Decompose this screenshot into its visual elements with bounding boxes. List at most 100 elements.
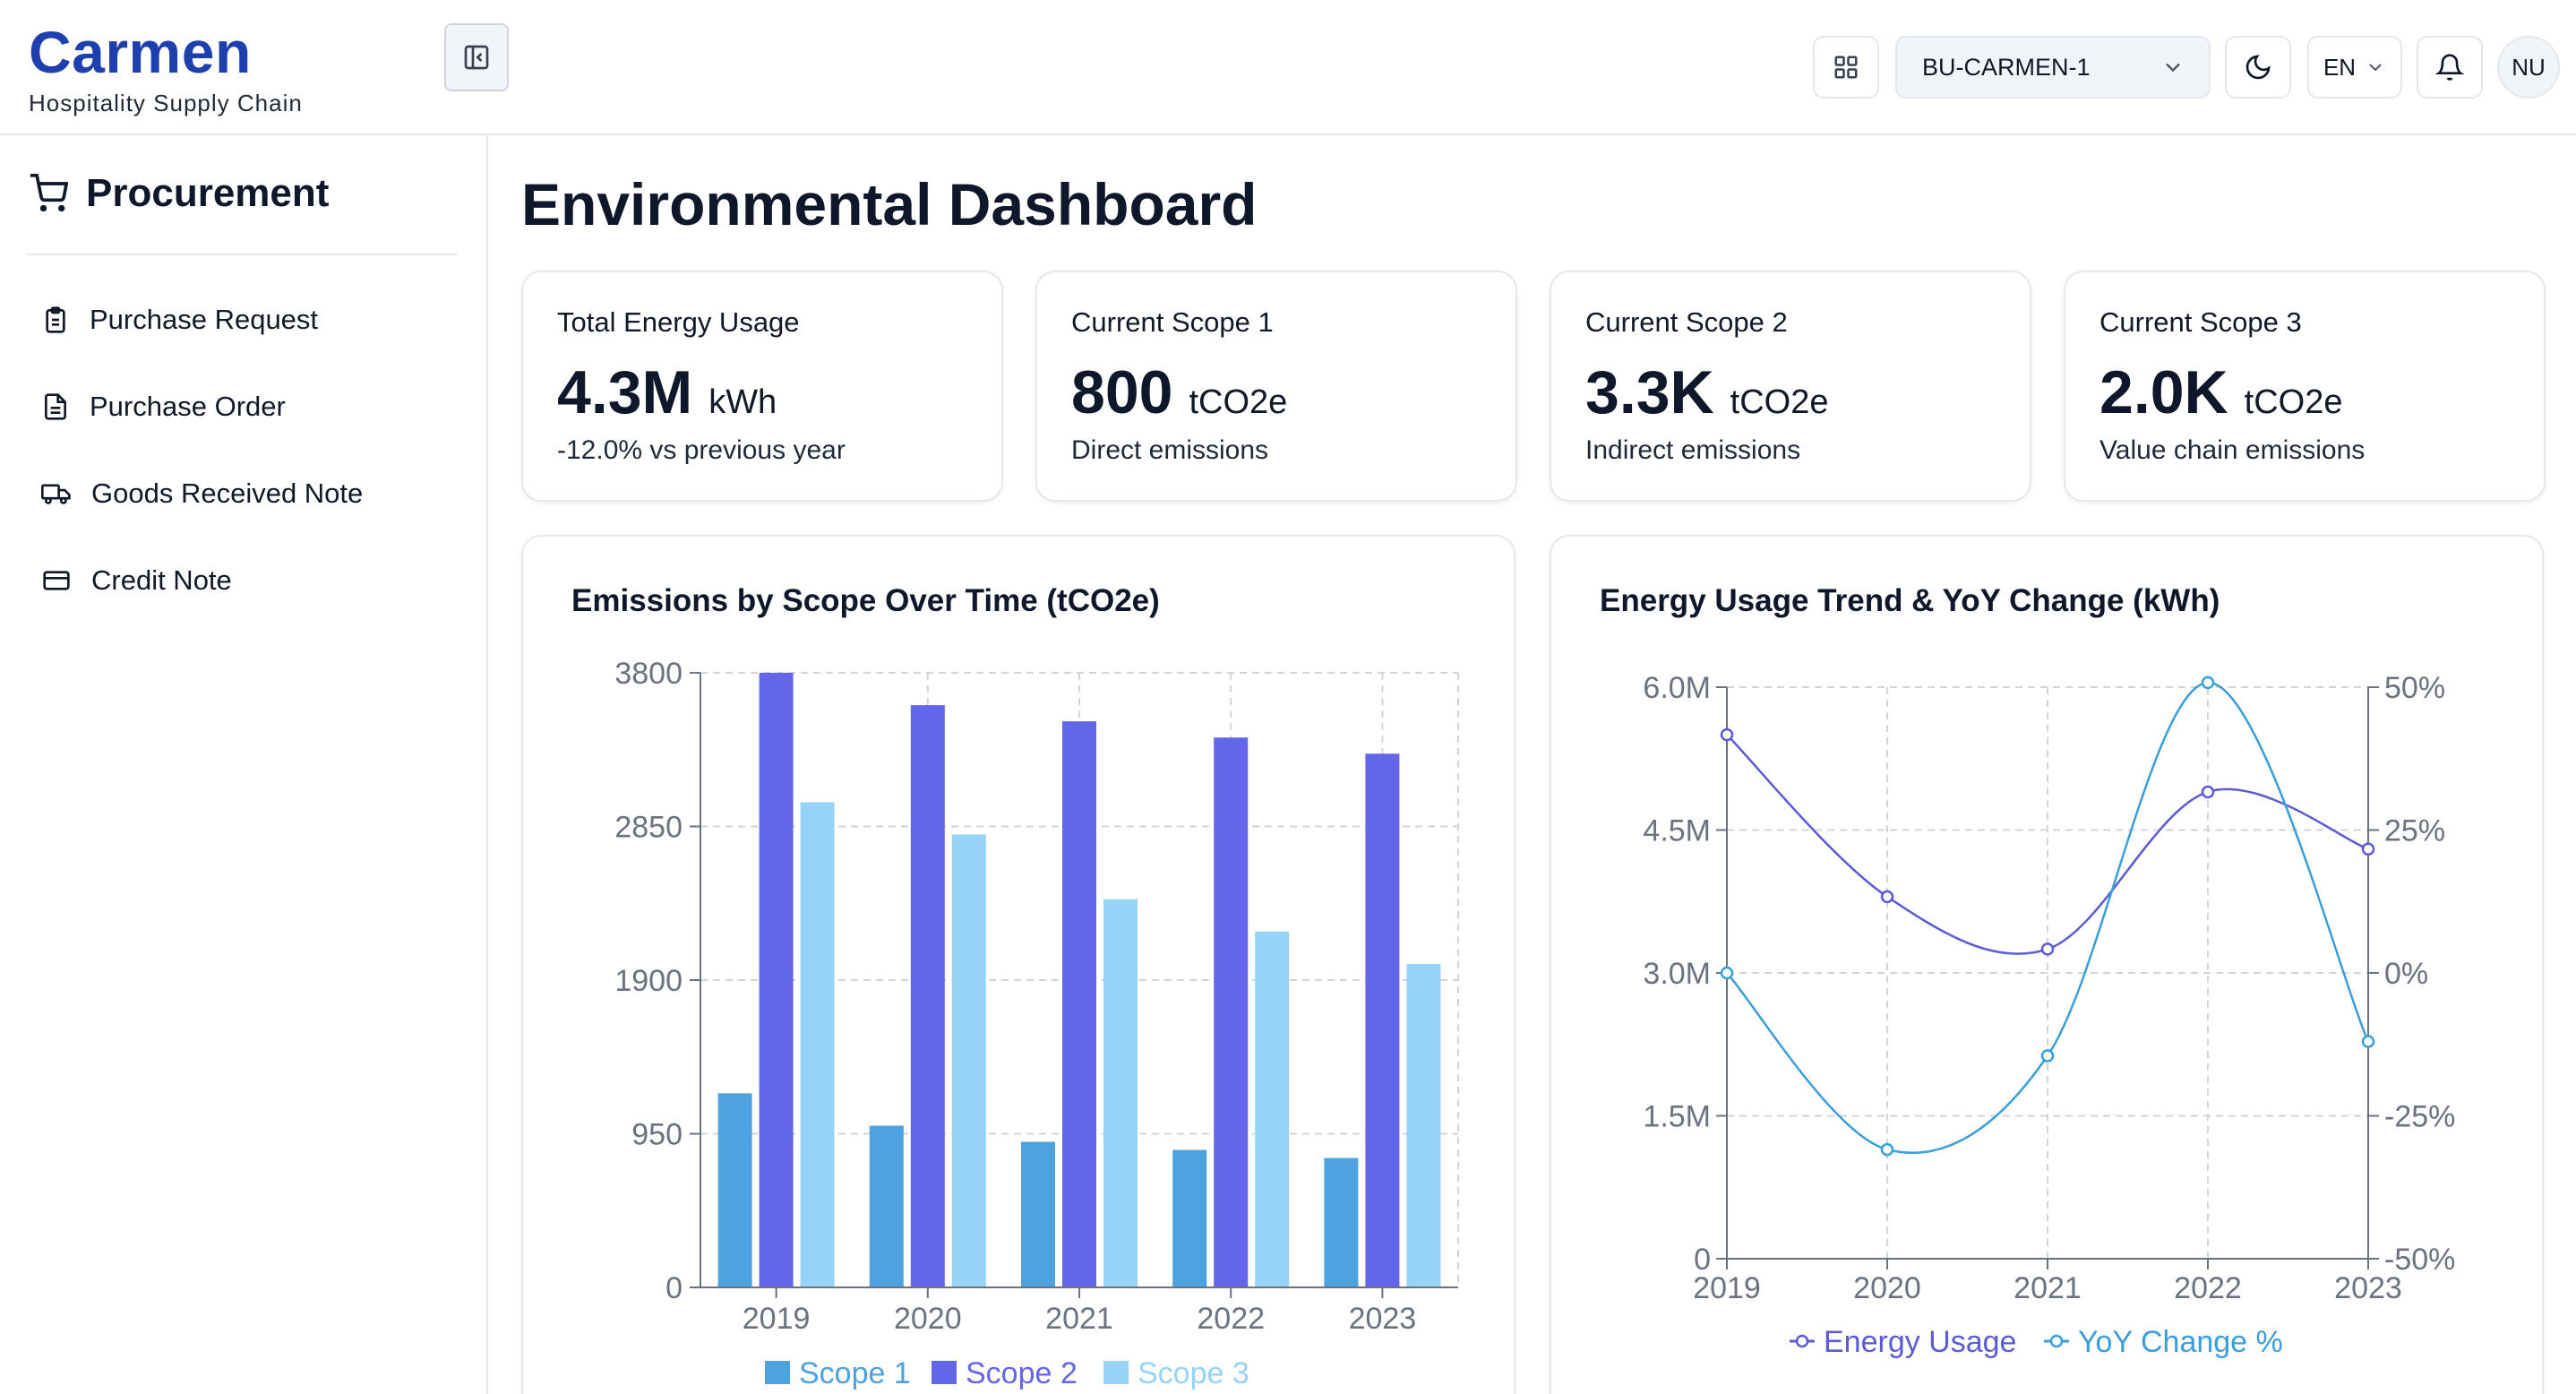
legend-item-scope-3[interactable]: Scope 3: [1103, 1356, 1249, 1390]
legend-item-scope-1[interactable]: Scope 1: [765, 1356, 911, 1390]
sidebar-item-goods-received-note[interactable]: Goods Received Note: [41, 478, 363, 510]
bar-scope-3-2019[interactable]: [800, 802, 835, 1287]
y-right-tick-label: 25%: [2384, 814, 2445, 848]
y-right-tick-label: 50%: [2384, 671, 2445, 705]
y-right-tick-label: 0%: [2384, 957, 2428, 991]
stat-value: 3.3K: [1585, 358, 1714, 426]
energy-line-chart: 0 1.5M 3.0M 4.5M 6.0M -50% -25% 0% 25% 50% 2019 202…: [1643, 671, 2455, 1359]
x-tick-label: 2019: [743, 1302, 811, 1336]
stat-label: Current Scope 2: [1585, 306, 1788, 338]
point-yoy-change-2022[interactable]: [2201, 675, 2215, 690]
bell-icon: [2435, 54, 2464, 81]
legend-label: Scope 3: [1138, 1356, 1249, 1390]
y-left-tick-label: 1.5M: [1643, 1100, 1711, 1134]
point-energy-usage-2022[interactable]: [2201, 785, 2215, 799]
legend-marker: [1795, 1334, 1809, 1348]
sidebar-item-label: Credit Note: [91, 564, 232, 596]
truck-icon: [41, 484, 71, 504]
legend-swatch: [932, 1361, 957, 1384]
y-tick-label: 0: [665, 1271, 683, 1305]
sidebar-item-purchase-request[interactable]: Purchase Request: [41, 304, 318, 336]
avatar-initials: NU: [2512, 53, 2546, 81]
legend-item-scope-2[interactable]: Scope 2: [932, 1356, 1078, 1390]
legend-item-energy-usage[interactable]: Energy Usage: [1790, 1325, 2016, 1359]
stat-description: Value chain emissions: [2099, 435, 2366, 465]
bar-scope-1-2023[interactable]: [1324, 1157, 1359, 1287]
point-energy-usage-2023[interactable]: [2361, 842, 2375, 856]
stat-label: Current Scope 3: [2099, 306, 2302, 338]
credit-card-icon: [43, 571, 70, 590]
stat-value: 2.0K: [2099, 358, 2228, 426]
stat-value: 4.3M: [557, 358, 693, 426]
brand[interactable]: Carmen Hospitality Supply Chain: [29, 20, 303, 117]
y-left-tick-label: 3.0M: [1643, 957, 1711, 991]
bar-scope-2-2019[interactable]: [759, 673, 794, 1287]
x-tick-label: 2022: [1197, 1302, 1265, 1336]
point-yoy-change-2019[interactable]: [1720, 966, 1734, 980]
bar-scope-2-2021[interactable]: [1062, 721, 1096, 1287]
point-energy-usage-2021[interactable]: [2040, 942, 2055, 956]
language-select[interactable]: EN: [2307, 36, 2402, 99]
bar-scope-2-2022[interactable]: [1214, 737, 1249, 1287]
apps-grid-button[interactable]: [1813, 36, 1879, 99]
x-tick-label: 2023: [2334, 1271, 2402, 1305]
bar-scope-2-2023[interactable]: [1365, 753, 1400, 1287]
sidebar-divider: [27, 254, 457, 255]
sidebar-title: Procurement: [29, 171, 329, 216]
bar-scope-1-2021[interactable]: [1021, 1141, 1055, 1287]
point-energy-usage-2019[interactable]: [1720, 727, 1734, 742]
bar-scope-3-2023[interactable]: [1406, 963, 1441, 1287]
document-icon: [45, 393, 66, 420]
sidebar-item-credit-note[interactable]: Credit Note: [41, 564, 232, 597]
x-tick-label: 2020: [1853, 1271, 1921, 1305]
legend-label: YoY Change %: [2078, 1325, 2283, 1359]
bar-scope-3-2020[interactable]: [951, 834, 986, 1287]
x-tick-label: 2019: [1693, 1271, 1761, 1305]
grid-icon: [1834, 56, 1858, 79]
collapse-sidebar-button[interactable]: [444, 23, 509, 91]
notifications-button[interactable]: [2417, 36, 2483, 99]
point-yoy-change-2021[interactable]: [2040, 1049, 2055, 1063]
stat-card-scope-2: Current Scope 2 3.3K tCO2e Indirect emis…: [1550, 271, 2031, 502]
y-tick-label: 3800: [614, 657, 683, 691]
x-tick-label: 2021: [2014, 1271, 2082, 1305]
bar-scope-1-2020[interactable]: [869, 1125, 904, 1287]
bar-scope-2-2020[interactable]: [910, 705, 945, 1287]
point-yoy-change-2023[interactable]: [2361, 1035, 2375, 1048]
legend-item-yoy-change[interactable]: YoY Change %: [2044, 1325, 2283, 1359]
legend-marker: [2049, 1334, 2064, 1348]
y-tick-label: 2850: [614, 811, 683, 845]
panel-collapse-icon: [464, 45, 489, 70]
legend-label: Energy Usage: [1824, 1325, 2016, 1359]
emissions-chart-card: Emissions by Scope Over Time (tCO2e) 0 95…: [521, 535, 1516, 1394]
bar-scope-3-2021[interactable]: [1103, 899, 1138, 1287]
x-tick-label: 2023: [1349, 1302, 1417, 1336]
moon-icon: [2245, 55, 2271, 80]
sidebar-item-purchase-order[interactable]: Purchase Order: [41, 391, 286, 423]
theme-toggle-button[interactable]: [2225, 36, 2291, 99]
point-yoy-change-2020[interactable]: [1880, 1142, 1894, 1157]
user-avatar[interactable]: NU: [2497, 36, 2560, 99]
top-header: Carmen Hospitality Supply Chain BU-CARME…: [0, 0, 2576, 135]
bar-scope-1-2019[interactable]: [717, 1093, 752, 1287]
stat-card-scope-3: Current Scope 3 2.0K tCO2e Value chain e…: [2064, 271, 2546, 502]
stat-unit: tCO2e: [2244, 383, 2343, 421]
emissions-bar-chart: 0 950 1900 2850 3800 2019 2020 2021 2022 2023 Scop…: [614, 657, 1459, 1390]
y-tick-label: 1900: [614, 964, 683, 998]
stat-label: Current Scope 1: [1071, 306, 1274, 338]
brand-name: Carmen: [29, 19, 252, 85]
bar-scope-1-2022[interactable]: [1172, 1149, 1207, 1287]
sidebar-item-label: Goods Received Note: [91, 478, 364, 509]
sidebar: Procurement Purchase Request Purchase Or…: [0, 135, 488, 1394]
x-tick-label: 2021: [1045, 1302, 1113, 1336]
sidebar-item-label: Purchase Order: [90, 391, 286, 422]
y-right-tick-label: -25%: [2384, 1100, 2455, 1134]
point-energy-usage-2020[interactable]: [1880, 890, 1894, 904]
sidebar-item-label: Purchase Request: [90, 304, 319, 335]
stat-description: Direct emissions: [1071, 435, 1269, 465]
business-unit-select[interactable]: BU-CARMEN-1: [1895, 36, 2211, 99]
x-tick-label: 2022: [2174, 1271, 2242, 1305]
business-unit-value: BU-CARMEN-1: [1922, 53, 2091, 81]
bar-scope-3-2022[interactable]: [1255, 931, 1290, 1287]
series-line-yoy-change: [1726, 681, 2370, 1154]
